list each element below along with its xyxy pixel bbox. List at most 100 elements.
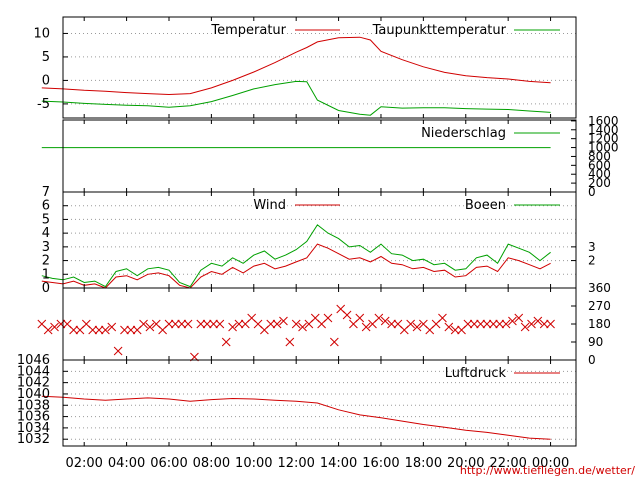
series-line-boeen — [41, 224, 551, 288]
legend-layer: Temperatur Taupunkttemperatur Niederschlag… — [210, 23, 560, 381]
scatter-point — [469, 319, 479, 329]
grid-layer — [63, 32, 576, 440]
x-tick-label: 22:00 — [489, 456, 526, 471]
scatter-point — [374, 313, 384, 323]
scatter-point — [88, 325, 98, 335]
y-tick-label-right: 200 — [588, 176, 611, 190]
y-tick-label: 1034 — [17, 421, 50, 436]
legend-label: Niederschlag — [421, 126, 506, 141]
scatter-point — [113, 346, 123, 356]
series-line-temperatur — [41, 36, 551, 96]
y-tick-label: 1032 — [17, 432, 50, 447]
scatter-point — [501, 319, 511, 329]
scatter-point — [463, 319, 473, 329]
scatter-point — [177, 319, 187, 329]
y-tick-label: 1042 — [17, 376, 50, 391]
x-tick-label: 12:00 — [277, 456, 314, 471]
scatter-point — [285, 337, 295, 347]
legend-label: Wind — [253, 198, 286, 213]
y-tick-label: 1036 — [17, 410, 50, 425]
scatter-point — [69, 325, 78, 335]
x-tick-label: 04:00 — [108, 456, 145, 471]
scatter-point — [546, 319, 555, 329]
legend-label: Taupunkttemperatur — [372, 23, 507, 38]
scatter-point — [139, 319, 148, 329]
footer-url: http://www.tiefliegen.de/wetter/ — [460, 464, 635, 477]
series-line-taupunkttemperatur — [41, 80, 551, 116]
y-tick-label: 5 — [42, 212, 50, 227]
scatter-point — [183, 319, 193, 329]
y-tick-label: 0 — [42, 73, 50, 88]
y-tick-label-right: 0 — [588, 185, 596, 199]
scatter-point — [221, 337, 231, 347]
y-tick-label-right: 2 — [588, 254, 596, 268]
legend-label: Boeen — [465, 198, 506, 213]
x-tick-label: 14:00 — [320, 456, 357, 471]
y-tick-label-right: 600 — [588, 158, 611, 172]
scatter-point — [228, 322, 237, 332]
scatter-point — [412, 322, 422, 332]
series-line-wind — [41, 243, 551, 289]
scatter-point — [406, 319, 416, 329]
panel-frame — [62, 359, 577, 447]
y-tick-label: 6 — [42, 199, 50, 214]
y-tick-label: 5 — [42, 50, 50, 65]
scatter-point — [539, 319, 549, 329]
y-tick-label: 10 — [33, 26, 50, 41]
series-line-luftdruck — [41, 395, 551, 440]
scatter-point — [202, 319, 212, 329]
scatter-point — [291, 319, 301, 329]
panel-frame — [62, 16, 577, 119]
y-tick-label-right: 360 — [588, 281, 611, 295]
y-tick-label-right: 180 — [588, 317, 611, 331]
scatter-point — [272, 319, 282, 329]
y-tick-label: 1046 — [17, 353, 50, 368]
scatter-point — [527, 319, 536, 329]
scatter-point — [164, 319, 174, 329]
scatter-point — [488, 319, 498, 329]
scatter-point — [279, 316, 288, 326]
scatter-point — [56, 319, 66, 329]
legend-label: Luftdruck — [445, 366, 507, 381]
y-tick-label-right: 270 — [588, 299, 611, 313]
scatter-point — [361, 322, 371, 332]
scatter-point — [450, 325, 460, 335]
scatter-point — [438, 313, 447, 323]
x-tick-label: 18:00 — [405, 456, 442, 471]
scatter-point — [107, 322, 117, 332]
y-tick-label-right: 1000 — [588, 141, 619, 155]
x-tick-label: 20:00 — [447, 456, 484, 471]
scatter-point — [234, 319, 244, 329]
scatter-point — [196, 319, 206, 329]
scatter-point — [266, 319, 276, 329]
y-tick-label-right: 90 — [588, 335, 603, 349]
ticks-layer: 1050-51600140012001000800600400200076543… — [17, 26, 619, 471]
scatter-point — [120, 325, 129, 335]
legend-label: Temperatur — [210, 23, 286, 38]
x-tick-label: 00:00 — [532, 456, 569, 471]
scatter-point — [94, 325, 104, 335]
x-tick-label: 16:00 — [362, 456, 399, 471]
scatter-point — [533, 316, 543, 326]
scatter-point — [495, 319, 505, 329]
y-tick-label: 7 — [42, 185, 50, 200]
y-tick-label: 2 — [42, 254, 50, 269]
y-tick-label: 1040 — [17, 387, 50, 402]
y-tick-label: 4 — [42, 226, 50, 241]
y-tick-label: 1 — [42, 267, 50, 282]
scatter-point — [215, 319, 225, 329]
y-tick-label: 3 — [42, 240, 50, 255]
scatter-point — [50, 322, 59, 332]
y-tick-label: 0 — [42, 281, 50, 296]
data-layer — [37, 36, 555, 440]
x-tick-label: 02:00 — [65, 456, 102, 471]
scatter-point — [209, 319, 218, 329]
scatter-point — [476, 319, 485, 329]
scatter-point — [355, 313, 365, 323]
scatter-point — [387, 319, 396, 329]
y-tick-label: 1038 — [17, 398, 50, 413]
y-tick-label: 1044 — [17, 364, 50, 379]
scatter-point — [145, 322, 155, 332]
